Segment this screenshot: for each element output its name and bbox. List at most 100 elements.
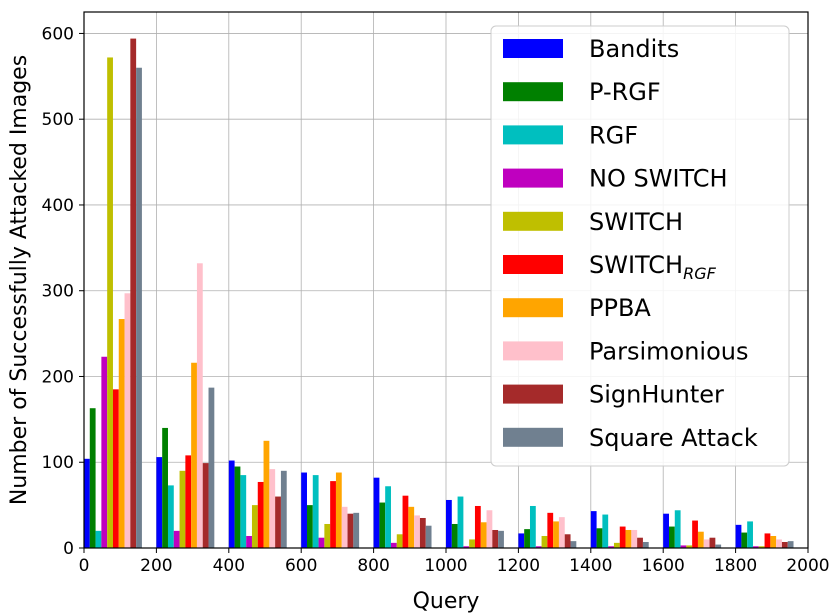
legend-label: SWITCH (589, 208, 683, 236)
bar-ppba (553, 521, 559, 548)
bar-signhunter (492, 529, 499, 548)
bar-switch-rgf (402, 495, 409, 548)
legend-label-main: P-RGF (589, 78, 661, 106)
legend-box (490, 25, 790, 467)
x-axis-label: Query (413, 589, 480, 614)
y-tick-label: 400 (42, 196, 74, 216)
bar-no-switch (390, 542, 397, 548)
bar-ppba (263, 440, 270, 548)
legend-label-main: SignHunter (589, 381, 724, 409)
bar-switch (758, 546, 765, 548)
bar-signhunter (564, 534, 571, 548)
bar-ppba (408, 506, 415, 548)
bar-bandits (735, 524, 742, 548)
y-tick-label: 200 (42, 367, 74, 387)
bar-switch-rgf (547, 512, 554, 548)
bar-signhunter (202, 463, 209, 548)
bar-rgf (385, 486, 391, 548)
legend-label: Parsimonious (589, 337, 748, 365)
bar-square-attack (353, 512, 360, 548)
bar-parsimonious (776, 539, 782, 548)
bar-parsimonious (341, 506, 348, 548)
legend-label-main: SWITCH (589, 208, 683, 236)
bar-signhunter (709, 537, 716, 548)
x-tick-label: 800 (357, 556, 389, 576)
bar-square-attack (715, 544, 722, 548)
bar-signhunter (347, 513, 354, 548)
bar-switch-rgf (257, 481, 264, 548)
bar-no-switch (608, 546, 614, 548)
bar-square-attack (787, 541, 794, 548)
bar-no-switch (318, 537, 325, 548)
legend-label-subscript: RGF (683, 264, 717, 283)
bar-switch-rgf (330, 481, 336, 548)
bar-switch (179, 470, 186, 548)
bar-no-switch (101, 356, 108, 548)
bar-square-attack (642, 541, 649, 548)
bar-no-switch (535, 546, 542, 548)
bar-ppba (770, 535, 777, 548)
bar-bandits (446, 499, 452, 548)
bar-rgf (457, 496, 464, 548)
x-axis-ticks: 0 200 400 600 800 1000 1200 1400 1600 1800 2000 (79, 548, 830, 576)
bar-p-rgf (451, 523, 458, 548)
legend-swatch (503, 298, 563, 318)
legend-label-main: SWITCH (589, 251, 683, 279)
bar-bandits (373, 477, 380, 548)
y-axis-ticks: 0 100 200 300 400 500 600 (42, 24, 84, 559)
bar-parsimonious (558, 517, 565, 548)
bar-p-rgf (741, 532, 748, 548)
legend-swatch (503, 39, 563, 58)
bar-signhunter (275, 496, 281, 548)
bar-signhunter (637, 537, 643, 548)
legend-swatch (503, 168, 563, 188)
bar-rgf (529, 505, 536, 548)
bar-p-rgf (306, 505, 313, 548)
x-tick-label: 200 (140, 556, 172, 576)
bar-bandits (663, 513, 669, 548)
bar-no-switch (752, 546, 759, 548)
bar-parsimonious (486, 510, 493, 548)
bar-p-rgf (89, 408, 96, 548)
legend-label-main: Bandits (589, 35, 679, 63)
legend-label: RGF (589, 121, 638, 149)
bar-ppba (480, 522, 487, 548)
y-axis-label: Number of Successfully Attacked Images (7, 55, 32, 505)
legend-swatch (503, 255, 563, 274)
bar-bandits (301, 472, 307, 548)
bar-parsimonious (196, 263, 203, 548)
bar-switch (686, 545, 693, 548)
legend-label: NO SWITCH (589, 165, 728, 193)
bar-signhunter (781, 541, 788, 548)
bar-switch-rgf (692, 520, 698, 548)
y-tick-label: 100 (42, 453, 74, 473)
bar-switch (324, 523, 331, 548)
bar-no-switch (246, 535, 252, 548)
legend-label-main: Parsimonious (589, 337, 748, 365)
bar-bandits (84, 458, 90, 548)
bar-p-rgf (234, 466, 241, 548)
legend-label-main: Square Attack (589, 424, 758, 452)
bar-ppba (191, 362, 197, 548)
bar-rgf (167, 485, 174, 548)
y-tick-label: 0 (63, 539, 74, 559)
x-tick-label: 1800 (714, 556, 757, 576)
bar-switch (251, 505, 258, 548)
legend-label: SWITCHRGF (589, 251, 717, 283)
bar-parsimonious (414, 515, 420, 548)
bar-no-switch (463, 546, 470, 548)
bar-parsimonious (269, 469, 276, 548)
legend-label: SignHunter (589, 381, 724, 409)
bar-switch (469, 539, 475, 548)
legend-label: Square Attack (589, 424, 758, 452)
bar-parsimonious (124, 293, 131, 548)
bar-switch-rgf (619, 526, 626, 548)
x-tick-label: 1400 (569, 556, 612, 576)
bar-signhunter (130, 38, 137, 548)
legend-swatch (503, 82, 563, 102)
x-tick-label: 1000 (424, 556, 467, 576)
legend-swatch (503, 125, 563, 145)
legend-swatch (503, 384, 563, 404)
bar-bandits (590, 511, 597, 548)
